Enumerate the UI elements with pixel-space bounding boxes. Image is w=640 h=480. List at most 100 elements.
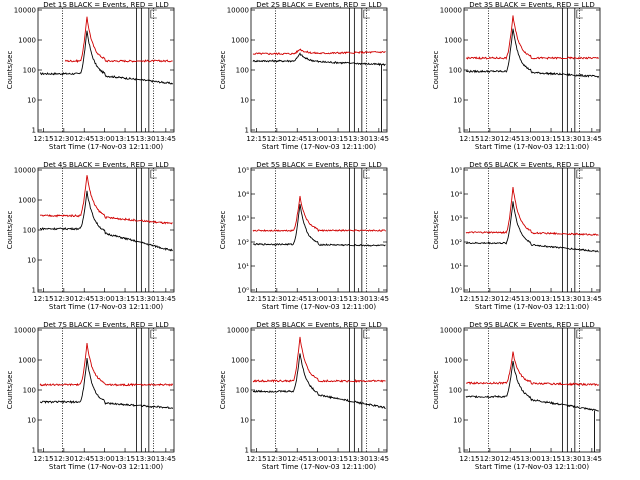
x-tick-label: 12:15 xyxy=(33,295,53,303)
y-tick-label: 1 xyxy=(458,127,462,135)
y-tick-label: 10000 xyxy=(14,7,36,15)
events-line xyxy=(252,353,386,409)
x-tick-label: 12:15 xyxy=(33,455,53,463)
x-tick-label: 13:45 xyxy=(582,295,602,303)
x-tick-label: 13:30 xyxy=(561,135,581,143)
x-tick-label: 13:45 xyxy=(156,455,176,463)
y-tick-label: 1 xyxy=(32,447,36,455)
x-tick-label: 13:00 xyxy=(308,295,328,303)
lld-line xyxy=(39,175,173,225)
y-tick-label: 1000 xyxy=(18,37,36,45)
panel-title: Det 8S BLACK = Events, RED = LLD xyxy=(256,321,381,329)
x-tick-label: 12:30 xyxy=(480,295,500,303)
x-tick-label: 13:00 xyxy=(308,455,328,463)
plot-frame xyxy=(463,167,601,293)
marker-bracket xyxy=(363,169,370,179)
panel-8: Det 8S BLACK = Events, RED = LLD 1 10 100 10… xyxy=(219,321,389,471)
panel-1: Det 1S BLACK = Events, RED = LLD 1 10 100 10… xyxy=(6,1,176,151)
lld-line xyxy=(252,195,386,233)
y-tick-label: 10000 xyxy=(227,327,249,335)
y-tick-label: 10² xyxy=(237,239,249,247)
y-tick-label: 10⁴ xyxy=(237,191,249,199)
events-line xyxy=(465,360,599,412)
y-tick-label: 10 xyxy=(27,417,36,425)
y-tick-label: 10⁵ xyxy=(237,167,249,175)
y-tick-label: 1000 xyxy=(18,197,36,205)
y-axis-label: Counts/sec xyxy=(6,211,14,250)
x-tick-label: 12:45 xyxy=(287,455,307,463)
x-tick-label: 12:15 xyxy=(459,135,479,143)
y-axis-label: Counts/sec xyxy=(219,211,227,250)
panel-title: Det 4S BLACK = Events, RED = LLD xyxy=(43,161,168,169)
y-tick-label: 1000 xyxy=(231,357,249,365)
x-tick-label: 13:30 xyxy=(135,455,155,463)
x-tick-label: 13:15 xyxy=(115,135,135,143)
lld-line xyxy=(252,48,386,56)
marker-bracket xyxy=(576,169,583,179)
x-tick-label: 13:30 xyxy=(135,135,155,143)
events-line xyxy=(252,52,386,67)
y-axis-label: Counts/sec xyxy=(6,371,14,410)
panel-3: Det 3S BLACK = Events, RED = LLD 1 10 100 10… xyxy=(432,1,602,151)
x-tick-label: 13:45 xyxy=(582,455,602,463)
x-tick-label: 13:30 xyxy=(348,135,368,143)
x-tick-label: 13:00 xyxy=(521,135,541,143)
panel-title: Det 5S BLACK = Events, RED = LLD xyxy=(256,161,381,169)
panel-6: Det 6S BLACK = Events, RED = LLD 10⁰ 10¹ 10… xyxy=(432,161,602,311)
y-tick-label: 1 xyxy=(458,447,462,455)
x-tick-label: 13:30 xyxy=(561,295,581,303)
y-tick-label: 10 xyxy=(453,417,462,425)
y-tick-label: 10000 xyxy=(440,7,462,15)
y-tick-label: 1 xyxy=(32,127,36,135)
x-tick-label: 13:00 xyxy=(521,455,541,463)
y-tick-label: 10⁴ xyxy=(450,191,462,199)
x-tick-label: 12:30 xyxy=(267,295,287,303)
x-tick-label: 13:45 xyxy=(156,295,176,303)
x-tick-label: 12:15 xyxy=(459,295,479,303)
x-tick-label: 13:30 xyxy=(348,295,368,303)
lld-line xyxy=(465,15,599,61)
x-tick-label: 13:00 xyxy=(95,295,115,303)
x-tick-label: 13:00 xyxy=(95,455,115,463)
y-tick-label: 10 xyxy=(27,97,36,105)
panel-9: Det 9S BLACK = Events, RED = LLD 1 10 100 10… xyxy=(432,321,602,471)
y-axis-label: Counts/sec xyxy=(6,51,14,90)
y-tick-label: 1000 xyxy=(231,37,249,45)
marker-bracket xyxy=(150,169,157,179)
y-axis-label: Counts/sec xyxy=(219,51,227,90)
panel-title: Det 6S BLACK = Events, RED = LLD xyxy=(469,161,594,169)
x-tick-label: 12:30 xyxy=(480,455,500,463)
y-tick-label: 10 xyxy=(240,417,249,425)
x-tick-label: 12:15 xyxy=(246,295,266,303)
x-tick-label: 12:45 xyxy=(287,135,307,143)
y-tick-label: 10⁰ xyxy=(450,287,462,295)
y-tick-label: 100 xyxy=(23,67,36,75)
x-tick-label: 12:30 xyxy=(267,455,287,463)
x-tick-label: 13:45 xyxy=(156,135,176,143)
y-axis-label: Counts/sec xyxy=(432,211,440,250)
lld-line xyxy=(252,336,386,383)
y-axis-label: Counts/sec xyxy=(432,51,440,90)
y-tick-label: 10000 xyxy=(14,167,36,175)
panel-title: Det 3S BLACK = Events, RED = LLD xyxy=(469,1,594,9)
x-tick-label: 13:00 xyxy=(308,135,328,143)
y-tick-label: 10000 xyxy=(440,327,462,335)
panel-title: Det 7S BLACK = Events, RED = LLD xyxy=(43,321,168,329)
y-tick-label: 100 xyxy=(236,387,249,395)
x-axis-label: Start Time (17-Nov-03 12:11:00) xyxy=(49,303,163,311)
y-tick-label: 10000 xyxy=(14,327,36,335)
marker-bracket xyxy=(363,329,370,339)
y-axis-label: Counts/sec xyxy=(432,371,440,410)
events-line xyxy=(465,201,599,253)
y-tick-label: 10⁵ xyxy=(450,167,462,175)
x-axis-label: Start Time (17-Nov-03 12:11:00) xyxy=(475,463,589,471)
marker-bracket xyxy=(150,9,157,19)
lld-line xyxy=(465,351,599,387)
y-tick-label: 10² xyxy=(450,239,462,247)
x-tick-label: 12:45 xyxy=(74,135,94,143)
x-tick-label: 12:15 xyxy=(246,135,266,143)
x-tick-label: 13:30 xyxy=(348,455,368,463)
y-tick-label: 100 xyxy=(23,227,36,235)
y-tick-label: 10 xyxy=(240,97,249,105)
x-tick-label: 13:15 xyxy=(541,295,561,303)
